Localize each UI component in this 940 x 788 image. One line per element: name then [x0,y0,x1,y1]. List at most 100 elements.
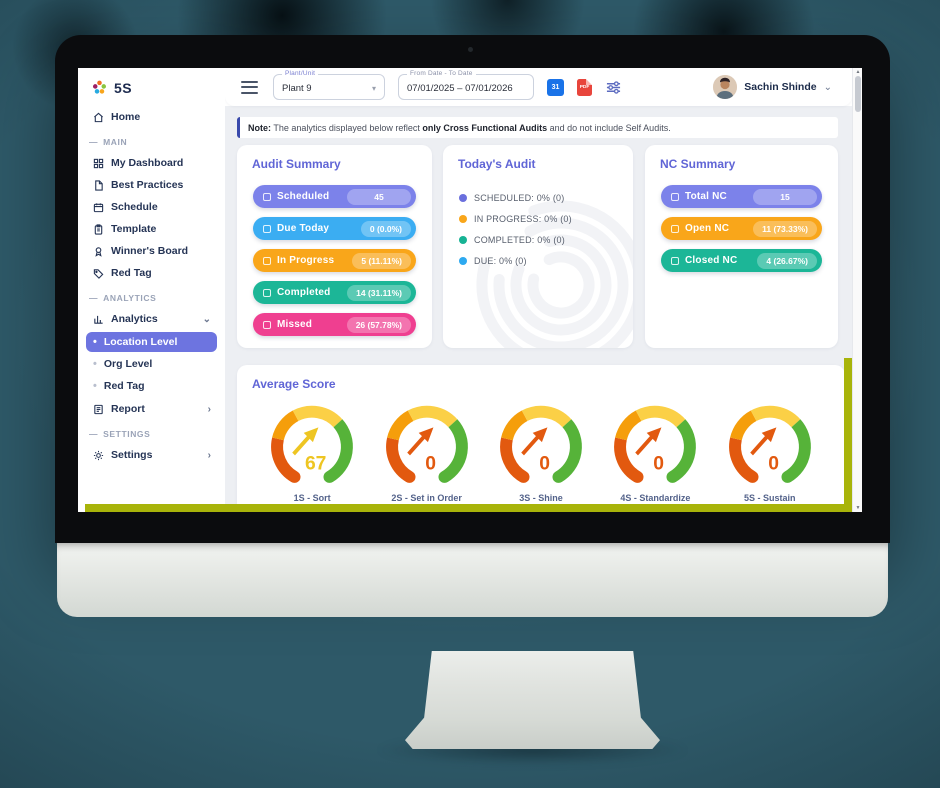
average-score-card: Average Score [237,365,845,512]
sidebar-item-red-tag-analytics[interactable]: • Red Tag [86,376,217,396]
chevron-down-icon: ⌄ [202,313,211,325]
sidebar-item-best-practices[interactable]: Best Practices [78,174,225,196]
pill-label: Scheduled [277,191,330,202]
avatar [713,75,738,99]
monitor-stand [405,651,660,749]
sidebar-item-schedule[interactable]: Schedule [78,196,225,218]
legend-dot [459,215,467,223]
chevron-down-icon: ⌄ [823,81,832,93]
user-menu[interactable]: Sachin Shinde ⌄ [713,75,838,99]
gauge-needle [521,427,548,456]
legend-label: COMPLETED: 0% (0) [474,235,565,245]
gauge-1s-sort: 67 1S - Sort [262,397,362,503]
select-caret-icon: ▾ [371,84,376,93]
legend-dot [459,257,467,265]
tag-icon [93,268,104,279]
pill-in-progress[interactable]: In Progress 5 (11.11%) [253,249,416,272]
sidebar-section-analytics: — ANALYTICS [78,284,225,308]
date-range-input[interactable]: From Date - To Date 07/01/2025 – 07/01/2… [398,70,534,100]
calendar-icon [93,202,104,212]
card-title: NC Summary [660,157,736,171]
brand-logo[interactable]: 5S [78,68,225,106]
sidebar-item-label: Red Tag [111,267,152,279]
scroll-down-icon[interactable]: ▼ [855,505,861,511]
sidebar-item-org-level[interactable]: • Org Level [86,354,217,374]
pill-scheduled[interactable]: Scheduled 45 [253,185,416,208]
calendar-export-button[interactable]: 31 [547,78,564,96]
pdf-icon: PDF [579,84,590,90]
sidebar-item-home[interactable]: Home [78,106,225,128]
pill-completed[interactable]: Completed 14 (31.11%) [253,281,416,304]
highlight-strip-right [844,358,852,512]
pill-label: Due Today [277,223,330,234]
pill-value: 26 (57.78%) [346,316,411,333]
topbar: Plant/Unit Plant 9 ▾ From Date - To Date… [225,68,852,106]
pill-value: 45 [347,188,411,205]
sidebar-item-winners-board[interactable]: Winner's Board [78,240,225,262]
clipboard-icon [94,223,103,235]
gauge-label: 2S - Set in Order [391,493,462,503]
sidebar-item-red-tag[interactable]: Red Tag [78,262,225,284]
pinwheel-logo-icon [92,80,107,94]
pdf-export-button[interactable]: PDF [577,78,592,96]
audit-summary-card: Audit Summary Scheduled 45 Due Today 0 (… [237,145,432,348]
medal-icon [95,246,102,257]
user-name: Sachin Shinde [744,81,817,93]
webcam-dot [468,47,473,52]
nc-summary-card: NC Summary Total NC 15 Open NC 11 (73.33… [645,145,838,348]
pill-label: Completed [277,287,331,298]
sliders-icon [606,80,621,94]
scrollbar[interactable]: ▲ ▼ [852,68,862,512]
legend-item: DUE: 0% (0) [459,256,633,266]
gauge-label: 3S - Shine [519,493,563,503]
due-today-icon [263,224,271,233]
pill-total-nc[interactable]: Total NC 15 [661,185,822,208]
pill-value: 15 [753,188,817,205]
pill-value: 5 (11.11%) [352,252,411,269]
bullet-icon: • [93,358,97,370]
legend-item: SCHEDULED: 0% (0) [459,193,633,203]
sidebar-item-template[interactable]: Template [78,218,225,240]
plant-select-value: Plant 9 [282,83,312,94]
sidebar-item-label: Home [111,111,141,123]
pill-due-today[interactable]: Due Today 0 (0.0%) [253,217,416,240]
note-text: The analytics displayed below reflect [271,122,423,133]
pill-missed[interactable]: Missed 26 (57.78%) [253,313,416,336]
gauge-value: 0 [539,454,550,475]
gauge-4s-standardize: 0 4S - Standardize [605,397,705,503]
scroll-up-icon[interactable]: ▲ [855,69,861,75]
pill-closed-nc[interactable]: Closed NC 4 (26.67%) [661,249,822,272]
sidebar-item-analytics[interactable]: Analytics ⌄ [78,308,225,330]
gauge-value: 67 [305,454,326,475]
sidebar-section-main: — MAIN [78,128,225,152]
menu-button[interactable] [239,77,260,98]
pill-label: Open NC [685,223,730,234]
analytics-icon [94,315,103,324]
brand-name: 5S [114,79,133,96]
sidebar-item-settings[interactable]: Settings › [78,444,225,466]
pill-label: In Progress [277,255,335,266]
chevron-right-icon: › [207,449,211,461]
filter-button[interactable] [605,79,622,96]
empty-radial-chart [476,200,633,348]
dashboard-icon [93,158,104,168]
date-range-label: From Date - To Date [407,70,476,77]
sidebar-item-report[interactable]: Report › [78,398,225,420]
sidebar-item-location-level[interactable]: • Location Level [86,332,217,352]
scrollbar-thumb[interactable] [854,76,861,112]
report-icon [94,404,103,414]
pill-value: 4 (26.67%) [757,252,817,269]
card-title: Audit Summary [252,157,341,171]
menu-icon [241,80,258,83]
sidebar: 5S Home — MAIN My Dashboard Best Practic… [78,68,225,512]
chevron-right-icon: › [207,403,211,415]
calendar-icon: 31 [551,83,560,91]
sidebar-item-my-dashboard[interactable]: My Dashboard [78,152,225,174]
legend-item: COMPLETED: 0% (0) [459,235,633,245]
plant-select[interactable]: Plant/Unit Plant 9 ▾ [273,70,385,100]
section-title: SETTINGS [103,429,151,439]
monitor-mockup: 5S Home — MAIN My Dashboard Best Practic… [55,35,890,765]
todays-audit-legend: SCHEDULED: 0% (0) IN PROGRESS: 0% (0) CO… [443,171,633,266]
legend-label: DUE: 0% (0) [474,256,527,266]
pill-open-nc[interactable]: Open NC 11 (73.33%) [661,217,822,240]
